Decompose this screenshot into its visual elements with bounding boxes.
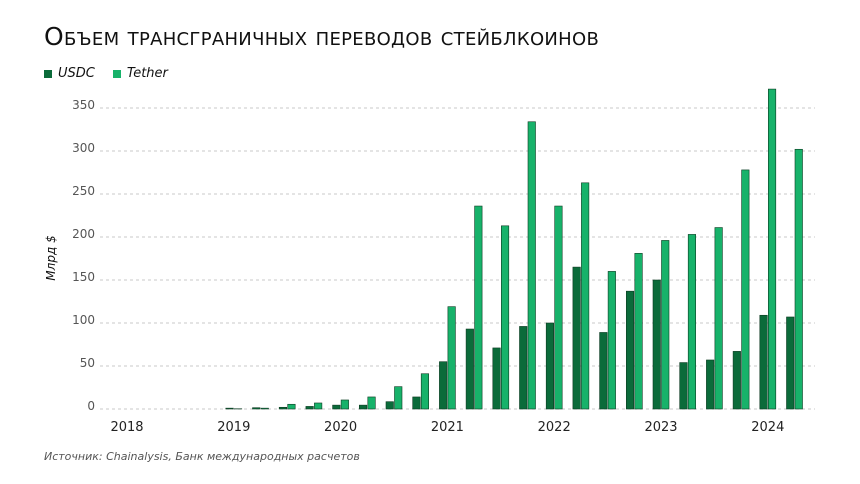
source-note: Источник: Chainalysis, Банк международны… [44,450,360,463]
y-tick-label: 150 [72,270,95,284]
chart-title: Объем трансграничных переводов стейблкои… [44,22,600,51]
bar-usdc-2024Q1 [759,314,768,410]
y-tick-label: 350 [72,98,95,112]
x-tick-label: 2022 [538,420,571,435]
bar-usdc-2022Q1 [545,322,555,410]
bar-tether-2023Q2 [687,234,697,410]
bar-usdc-2022Q3 [599,332,608,410]
y-tick-label: 50 [80,356,95,370]
bar-tether-2021Q4 [527,121,536,410]
bar-usdc-2019Q3 [278,406,288,410]
bar-usdc-2020Q1 [332,404,341,410]
bar-usdc-2020Q3 [385,401,394,410]
bar-usdc-2022Q2 [572,266,581,410]
bar-tether-2023Q1 [661,240,670,410]
x-tick-label: 2019 [217,420,250,435]
bar-usdc-2023Q3 [706,359,715,410]
bar-tether-2022Q1 [554,205,563,410]
y-tick-label: 300 [72,141,95,155]
y-axis-label: Млрд $ [44,235,58,280]
bar-tether-2019Q3 [287,403,296,410]
bar-usdc-2019Q4 [305,406,314,410]
bar-usdc-2023Q1 [652,279,661,410]
legend-item-tether: Tether [112,66,168,81]
legend-swatch-usdc [44,69,52,78]
bar-tether-2022Q2 [581,182,590,410]
legend-label-usdc: USDC [58,66,95,81]
bar-tether-2020Q2 [367,396,376,410]
legend-item-usdc: USDC [44,66,95,81]
bar-tether-2023Q3 [714,227,723,410]
bar-usdc-2019Q1 [225,407,234,410]
x-tick-label: 2021 [431,420,464,435]
x-tick-label: 2023 [644,420,677,435]
x-tick-label: 2018 [110,420,143,435]
x-tick-label: 2024 [751,420,784,435]
bar-usdc-2021Q2 [465,328,474,410]
bar-tether-2020Q3 [394,386,403,410]
bar-usdc-2020Q2 [358,404,368,410]
bar-usdc-2019Q2 [252,407,261,410]
bar-tether-2019Q4 [314,402,323,410]
bar-usdc-2023Q4 [732,351,741,410]
bar-usdc-2022Q4 [625,290,635,410]
y-tick-label: 200 [72,227,95,241]
bar-usdc-2021Q1 [439,361,448,410]
x-tick-label: 2020 [324,420,357,435]
bar-tether-2024Q2 [794,148,803,410]
bar-tether-2024Q1 [767,88,777,410]
bar-usdc-2021Q4 [519,326,528,410]
bar-usdc-2020Q4 [412,396,421,410]
y-tick-label: 250 [72,184,95,198]
bar-tether-2021Q2 [474,205,483,410]
bar-tether-2023Q4 [741,169,750,410]
bar-usdc-2024Q2 [786,316,795,410]
bar-usdc-2023Q2 [679,362,688,410]
bar-tether-2022Q3 [607,271,616,410]
bar-tether-2021Q3 [500,225,510,410]
legend: USDC Tether [44,66,168,81]
bar-tether-2021Q1 [447,306,456,410]
y-tick-label: 100 [72,313,95,327]
bar-tether-2020Q1 [340,399,349,410]
y-tick-label: 0 [87,399,95,413]
legend-label-tether: Tether [126,66,168,81]
bar-usdc-2021Q3 [492,347,501,410]
legend-swatch-tether [112,69,121,78]
bar-tether-2019Q2 [260,407,269,410]
bar-tether-2022Q4 [634,253,643,410]
bar-tether-2020Q4 [420,373,430,410]
